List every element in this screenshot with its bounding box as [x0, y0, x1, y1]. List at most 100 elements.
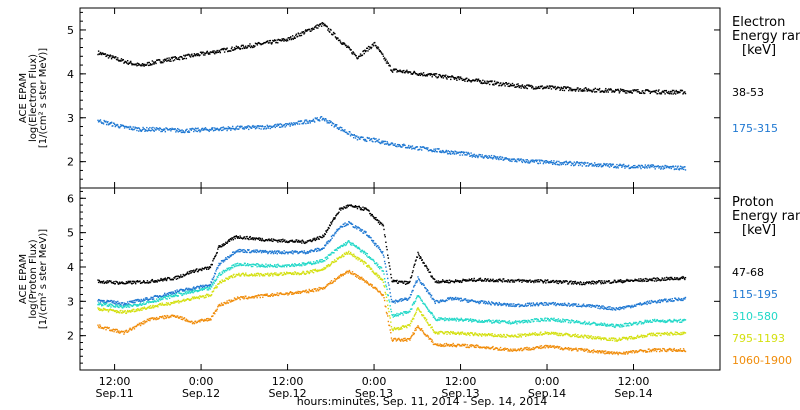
data-point [159, 127, 162, 130]
data-point [115, 301, 118, 304]
data-point [445, 77, 448, 79]
data-point [327, 240, 330, 242]
data-point [303, 33, 305, 35]
data-point [291, 122, 293, 125]
data-point [605, 307, 607, 310]
data-point [606, 308, 608, 311]
data-point [365, 50, 367, 52]
data-point [395, 313, 397, 316]
data-point [570, 321, 572, 323]
data-point [188, 130, 190, 132]
data-point [511, 303, 513, 305]
data-point [551, 161, 553, 164]
data-point [238, 128, 240, 130]
data-point [180, 292, 183, 295]
data-point [398, 70, 401, 72]
data-point [268, 238, 270, 240]
data-point [507, 158, 509, 160]
data-point [136, 304, 139, 306]
data-point [643, 166, 645, 168]
data-point [176, 289, 178, 291]
data-point [466, 299, 468, 302]
data-point [168, 294, 170, 297]
data-point [167, 293, 170, 296]
data-point [107, 311, 110, 313]
data-point [122, 302, 124, 304]
data-point [662, 277, 664, 280]
data-point [646, 303, 648, 306]
data-point [409, 296, 411, 299]
data-point [333, 252, 335, 254]
data-point [291, 263, 294, 265]
data-point [647, 321, 650, 324]
data-point [429, 292, 431, 294]
data-point [520, 279, 523, 281]
data-point [222, 259, 224, 262]
data-point [682, 93, 684, 95]
data-point [411, 148, 413, 150]
data-point [490, 157, 492, 159]
data-point [311, 239, 314, 242]
data-point [587, 165, 590, 167]
data-point [467, 320, 470, 322]
data-point [294, 264, 297, 266]
data-point [359, 138, 361, 140]
data-point [130, 60, 132, 63]
data-point [624, 167, 626, 169]
data-point [440, 76, 443, 79]
data-point [669, 320, 672, 322]
data-point [643, 303, 645, 305]
data-point [533, 281, 535, 284]
data-point [293, 250, 295, 252]
data-point [333, 126, 335, 128]
data-point [135, 127, 137, 129]
data-point [633, 304, 636, 306]
data-point [494, 319, 497, 322]
data-point [258, 265, 260, 268]
data-point [107, 124, 110, 126]
data-point [573, 280, 575, 283]
data-point [407, 282, 409, 285]
data-point [445, 279, 448, 282]
data-point [444, 75, 446, 78]
data-point [165, 278, 167, 281]
data-point [404, 310, 407, 313]
data-point [234, 48, 236, 51]
data-point [577, 164, 580, 167]
data-point [434, 302, 436, 305]
data-point [357, 57, 359, 59]
data-point [552, 319, 555, 321]
data-point [122, 307, 124, 309]
data-point [504, 85, 506, 87]
data-point [293, 36, 296, 38]
data-point [557, 318, 560, 320]
data-point [541, 280, 543, 282]
data-point [133, 302, 135, 304]
data-point [608, 308, 611, 310]
data-point [415, 298, 417, 300]
data-point [154, 61, 157, 63]
data-point [147, 128, 150, 130]
data-point [332, 33, 334, 36]
data-point [113, 123, 116, 126]
data-point [451, 319, 454, 321]
data-point [461, 154, 464, 156]
data-point [681, 277, 684, 280]
data-point [186, 272, 188, 275]
data-point [607, 91, 609, 93]
data-point [136, 280, 139, 282]
data-point [383, 234, 386, 236]
data-point [503, 302, 506, 305]
data-point [210, 281, 213, 284]
data-point [102, 52, 104, 54]
data-point [522, 85, 524, 88]
data-point [486, 279, 489, 281]
data-point [429, 311, 432, 313]
data-point [530, 84, 532, 87]
data-point [600, 307, 602, 309]
data-point [508, 279, 510, 282]
data-point [464, 319, 466, 321]
data-point [282, 238, 284, 241]
data-point [396, 300, 398, 302]
data-point [187, 292, 189, 294]
